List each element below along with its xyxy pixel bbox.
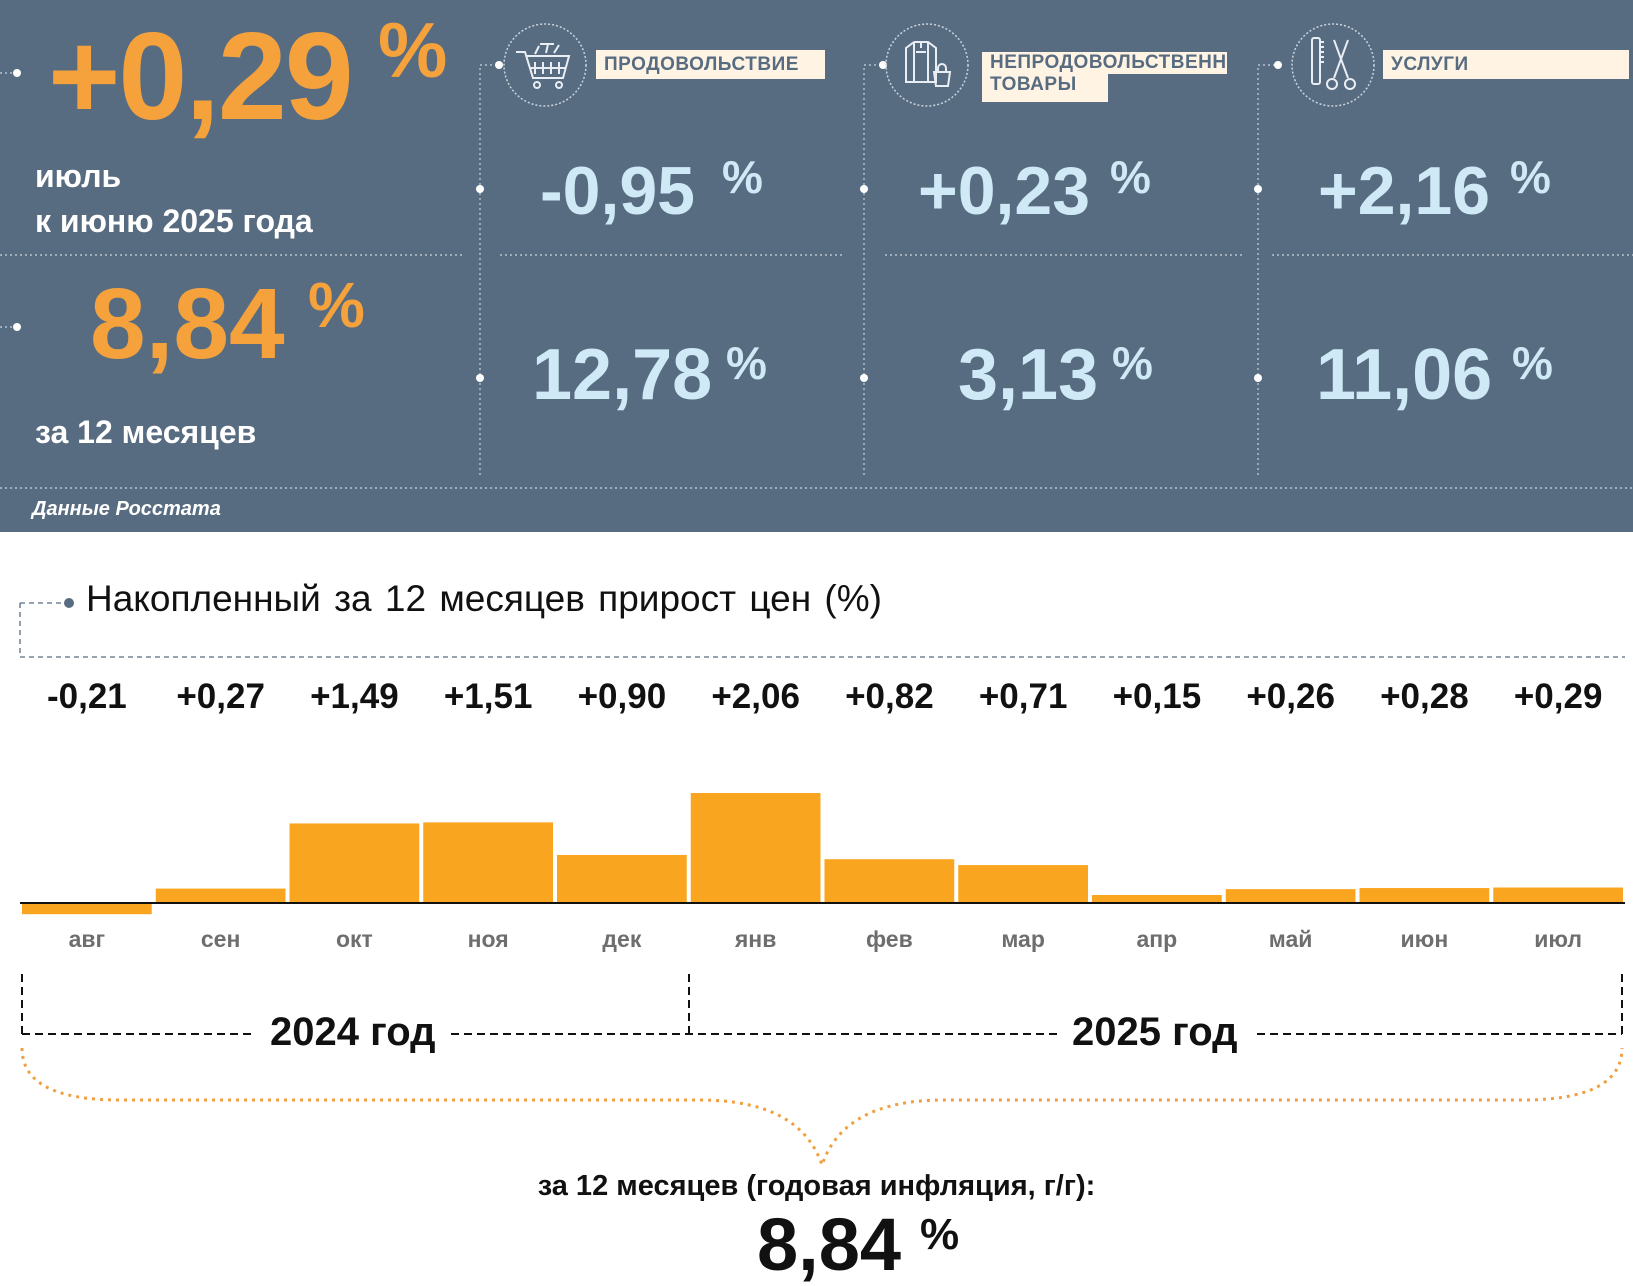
annual-unit: % [308,269,365,341]
bar-авг [22,903,152,915]
services-annual-unit: % [1512,337,1553,389]
source-note: Данные Росстата [32,498,221,520]
services-month-unit: % [1510,151,1551,203]
month-label-июл: июл [1534,926,1583,952]
nonfood-month-value: +0,23 [918,153,1091,229]
summary-brace [20,1047,1624,1170]
value-label-авг: -0,21 [46,677,127,716]
annual-caption: за 12 месяцев [35,414,257,450]
value-label-июн: +0,28 [1380,677,1469,716]
month-label-дек: дек [602,926,642,952]
month-label-май: май [1268,926,1313,952]
bar-июн [1359,888,1490,903]
bar-мар [958,865,1088,903]
month-label-июн: июн [1400,926,1449,952]
nonfood-month-unit: % [1110,151,1151,203]
category-label-food: ПРОДОВОЛЬСТВИЕ [596,50,825,79]
value-label-май: +0,26 [1246,677,1335,716]
month-label-янв: янв [734,926,777,952]
summary-unit: % [920,1210,960,1259]
nonfood-annual-value: 3,13 [958,335,1099,415]
year-label-2024: 2024 год [256,1010,450,1055]
value-label-фев: +0,82 [845,677,934,716]
value-label-апр: +0,15 [1112,677,1202,716]
shopping-cart-icon [503,23,587,107]
bar-сен [155,888,286,903]
chart-title: Накопленный за 12 месяцев прирост цен (%… [86,578,882,619]
month-change-value: +0,29 [48,8,354,146]
month-label-окт: окт [335,926,373,952]
value-label-ноя: +1,51 [443,677,533,716]
value-label-мар: +0,71 [978,677,1068,716]
year-label-2025: 2025 год [1058,1010,1252,1055]
month-caption-line1: июль [35,158,122,194]
value-label-дек: +0,90 [577,677,667,716]
food-month-value: -0,95 [540,153,695,229]
summary-value: 8,84 [757,1203,902,1286]
bar-ноя [423,822,553,903]
bar-апр [1092,894,1222,903]
food-annual-value: 12,78 [532,335,713,415]
value-label-янв: +2,06 [711,677,800,716]
value-label-окт: +1,49 [310,677,399,716]
value-label-сен: +0,27 [176,677,265,716]
value-label-июл: +0,29 [1513,677,1603,716]
month-label-сен: сен [200,926,241,952]
month-label-апр: апр [1136,926,1178,952]
services-month-value: +2,16 [1318,153,1491,229]
month-label-фев: фев [865,926,913,952]
month-label-авг: авг [68,926,106,952]
services-annual-value: 11,06 [1316,335,1493,415]
panel-dividers [0,61,1633,489]
month-label-ноя: ноя [467,926,509,952]
category-label-nonfood-line2: ТОВАРЫ [982,74,1108,102]
bar-окт [289,823,420,903]
summary-panel: +0,29 % июль к июню 2025 года 8,84 % за … [0,0,1633,532]
month-caption-line2: к июню 2025 года [35,203,313,239]
month-label-мар: мар [1001,926,1045,952]
bar-дек [557,854,687,903]
nonfood-annual-unit: % [1112,337,1153,389]
bar-июл [1493,887,1623,903]
food-annual-unit: % [726,337,767,389]
bar-янв [690,793,821,903]
summary-caption: за 12 месяцев (годовая инфляция, г/г): [537,1170,1096,1202]
bar-май [1225,889,1356,903]
comb-scissors-icon [1291,23,1375,107]
category-label-nonfood-line1: НЕПРОДОВОЛЬСТВЕННЫЕ [982,52,1258,74]
food-month-unit: % [722,151,763,203]
bar-фев [824,859,955,903]
month-change-unit: % [378,6,448,94]
annual-value: 8,84 [90,268,285,380]
category-label-services: УСЛУГИ [1383,50,1629,79]
clothes-bag-icon [885,23,969,107]
bar-chart [20,793,1625,915]
